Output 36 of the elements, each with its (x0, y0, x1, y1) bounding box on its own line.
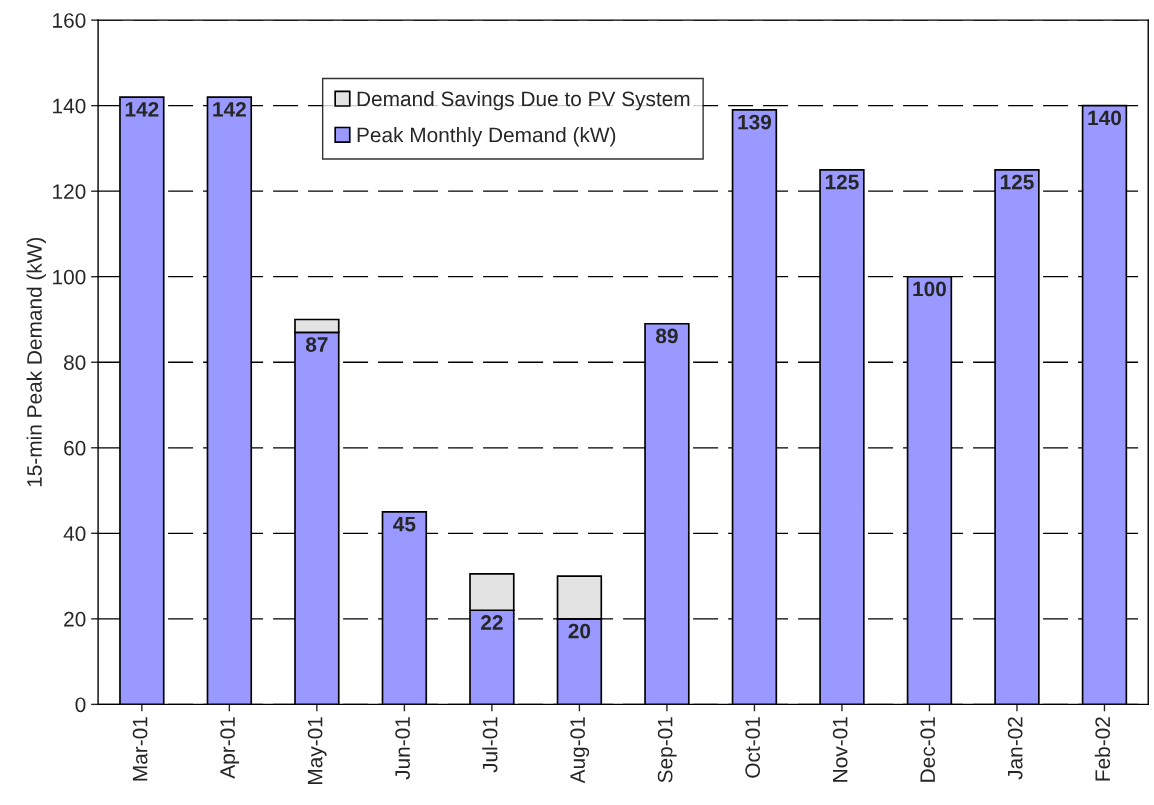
data-label: 125 (825, 174, 859, 190)
y-tick-label: 0 (75, 697, 86, 713)
x-tick-label: Feb-02 (1094, 717, 1111, 781)
data-label: 22 (481, 615, 503, 630)
y-tick-label: 60 (64, 440, 86, 456)
x-tick-label: Jul-01 (482, 717, 498, 773)
y-tick-label: 160 (53, 13, 86, 28)
y-tick-label: 120 (53, 184, 86, 199)
x-tick-label: Mar-01 (132, 717, 148, 781)
y-tick-label: 140 (53, 98, 86, 114)
data-label: 45 (393, 516, 416, 532)
y-axis-title: 15-min Peak Demand (kW) (26, 237, 46, 487)
x-tick-label: May-01 (307, 717, 327, 784)
data-label: 20 (568, 623, 591, 639)
y-tick-label: 20 (64, 611, 86, 627)
x-tick-label: Dec-01 (920, 717, 936, 782)
x-tick-label: Sep-01 (657, 717, 677, 783)
x-tick-label: Jun-01 (395, 717, 410, 780)
data-label: 139 (738, 114, 772, 130)
x-tick-label: Oct-01 (745, 717, 761, 778)
data-label: 125 (1000, 174, 1034, 190)
data-label: 142 (125, 101, 159, 117)
x-tick-label: Aug-01 (570, 717, 590, 784)
y-tick-label: 100 (53, 269, 86, 285)
data-label: 100 (913, 281, 946, 297)
x-tick-label: Nov-01 (832, 717, 848, 782)
y-tick-label: 40 (63, 526, 86, 542)
legend-label: Demand Savings Due to PV System (357, 90, 690, 111)
data-label: 87 (305, 337, 328, 352)
legend-label: Peak Monthly Demand (kW) (357, 127, 616, 147)
data-label: 142 (213, 101, 246, 117)
x-tick-label: Apr-01 (220, 717, 240, 779)
x-tick-label: Jan-02 (1007, 717, 1023, 780)
y-tick-label: 80 (64, 355, 86, 370)
data-label: 140 (1088, 110, 1121, 126)
data-label: 89 (655, 328, 678, 344)
